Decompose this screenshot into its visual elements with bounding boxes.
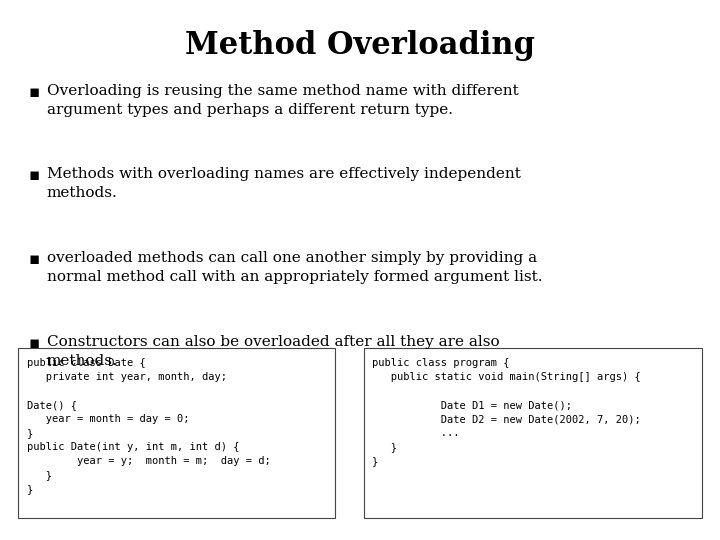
Text: Methods with overloading names are effectively independent
methods.: Methods with overloading names are effec…: [47, 167, 521, 200]
Text: public class program {
   public static void main(String[] args) {

           D: public class program { public static voi…: [372, 358, 641, 466]
Text: public class Date {
   private int year, month, day;

Date() {
   year = month =: public class Date { private int year, mo…: [27, 358, 271, 494]
Text: ▪: ▪: [29, 251, 40, 268]
Text: Overloading is reusing the same method name with different
argument types and pe: Overloading is reusing the same method n…: [47, 84, 518, 117]
Text: Constructors can also be overloaded after all they are also
methods.: Constructors can also be overloaded afte…: [47, 335, 500, 368]
Text: ▪: ▪: [29, 335, 40, 352]
Text: overloaded methods can call one another simply by providing a
normal method call: overloaded methods can call one another …: [47, 251, 542, 284]
Text: Method Overloading: Method Overloading: [185, 30, 535, 60]
Text: ▪: ▪: [29, 84, 40, 100]
Text: ▪: ▪: [29, 167, 40, 184]
